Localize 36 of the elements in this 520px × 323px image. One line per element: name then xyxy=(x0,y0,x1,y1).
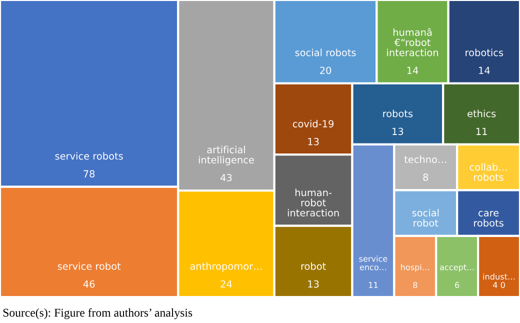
data-label: 8 xyxy=(413,282,418,288)
data-label: 8 xyxy=(423,174,428,181)
data-label: 43 xyxy=(220,174,232,182)
source-note: Source(s): Figure from authors’ analysis xyxy=(3,308,192,320)
category-label: service enco… xyxy=(359,256,388,270)
category-label: hospi… xyxy=(401,264,430,272)
data-label: 14 xyxy=(479,66,490,74)
category-label: accept… xyxy=(440,264,474,272)
data-label: 11 xyxy=(368,282,378,288)
data-label: 46 xyxy=(83,280,95,288)
data-label: 11 xyxy=(476,128,487,135)
data-label: 13 xyxy=(308,280,319,288)
category-label: service robot xyxy=(58,262,121,270)
category-label: humanâ €“robot interaction xyxy=(387,28,438,56)
category-label: indust… 4 0 xyxy=(483,273,515,288)
data-label: 13 xyxy=(308,138,319,146)
category-label: robots xyxy=(383,110,413,118)
category-label: human- robot interaction xyxy=(288,188,339,216)
data-label: 20 xyxy=(320,66,332,74)
category-label: social robot xyxy=(412,208,439,227)
category-label: social robots xyxy=(295,48,356,56)
data-label: 13 xyxy=(392,128,404,136)
category-label: care robots xyxy=(474,210,504,227)
category-label: robotics xyxy=(466,48,504,56)
data-label: 14 xyxy=(407,66,418,74)
category-label: covid-19 xyxy=(292,120,334,128)
data-label: 24 xyxy=(220,280,232,288)
category-label: robot xyxy=(301,262,326,270)
category-label: ethics xyxy=(468,110,496,118)
category-label: collab… robots xyxy=(470,163,507,181)
data-label: 6 xyxy=(455,282,460,288)
data-label: 78 xyxy=(84,170,95,178)
category-label: artificial intelligence xyxy=(198,146,254,166)
category-label: service robots xyxy=(55,152,123,160)
category-label: anthropomor… xyxy=(190,262,262,272)
category-label: techno… xyxy=(404,156,446,164)
